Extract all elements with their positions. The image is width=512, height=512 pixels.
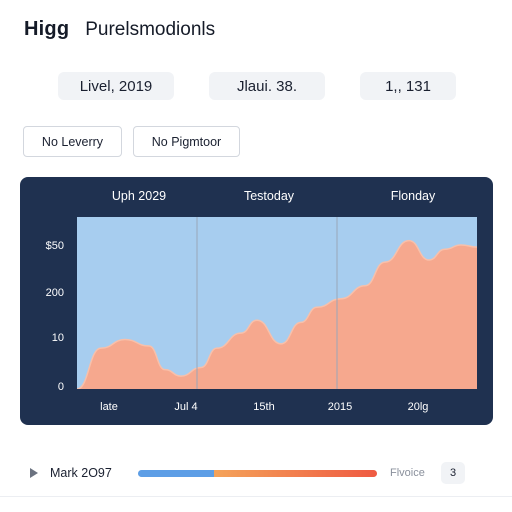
stat-pill-value[interactable]: Jlaui. 38. (209, 72, 325, 100)
stat-pill-count[interactable]: 1,, 131 (360, 72, 456, 100)
brand-logo: Higg (24, 18, 70, 40)
x-tick-label: 15th (253, 401, 275, 413)
footer-divider (0, 496, 512, 497)
x-tick-label: Jul 4 (174, 401, 198, 413)
play-icon[interactable] (30, 468, 38, 478)
x-tick-label: 2015 (327, 401, 353, 413)
x-tick-label: late (100, 401, 118, 413)
count-chip[interactable]: 3 (441, 462, 465, 484)
app-header: Higg Purelsmodionls (24, 18, 215, 48)
progress-track[interactable] (138, 470, 377, 477)
chart-column-title: Flonday (390, 189, 436, 203)
y-tick-label: $50 (45, 240, 64, 252)
filter-button-pigmtoor[interactable]: No Pigmtoor (133, 126, 240, 157)
chart-panel: Uph 2029 Testoday Flonday 0 10 200 $50 l… (20, 177, 493, 425)
x-tick-label: 20lg (407, 401, 429, 413)
playback-bar: Mark 2O97 Flvoice 3 (0, 458, 512, 490)
chart-column-title: Uph 2029 (111, 189, 167, 203)
y-tick-label: 0 (57, 381, 64, 393)
y-tick-label: 10 (51, 332, 64, 344)
stat-pill-date[interactable]: Livel, 2019 (58, 72, 174, 100)
progress-fill (138, 470, 214, 477)
page-title: Purelsmodionls (85, 19, 216, 40)
filter-button-leverry[interactable]: No Leverry (23, 126, 122, 157)
area-series-line (77, 239, 477, 389)
chart-column-title: Testoday (243, 189, 295, 203)
playback-label: Mark 2O97 (50, 466, 112, 480)
voice-label: Flvoice (390, 467, 425, 479)
area-series (77, 240, 477, 389)
area-chart (77, 217, 477, 389)
progress-remainder (214, 470, 377, 477)
y-tick-label: 200 (45, 287, 64, 299)
